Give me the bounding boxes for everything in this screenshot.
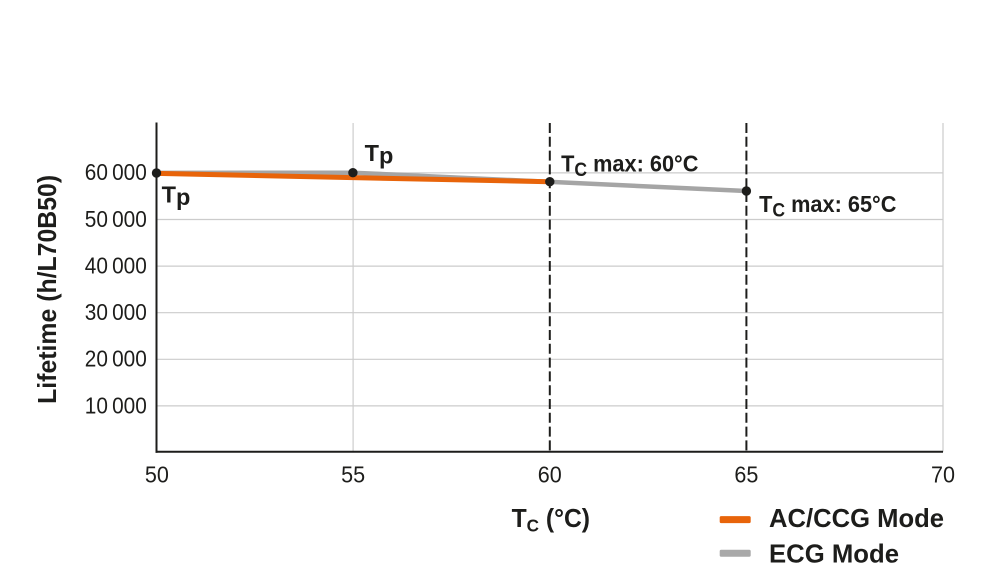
svg-text:TC (°C): TC (°C) [512,505,590,536]
svg-text:TC max: 60°C: TC max: 60°C [561,151,698,180]
svg-text:65: 65 [734,461,758,487]
svg-text:60 000: 60 000 [85,159,147,185]
svg-text:70: 70 [931,461,955,487]
svg-text:TC max: 65°C: TC max: 65°C [759,191,896,220]
svg-text:50 000: 50 000 [85,206,147,232]
svg-text:40 000: 40 000 [85,253,147,279]
svg-text:50: 50 [145,461,169,487]
svg-text:10 000: 10 000 [85,392,147,418]
svg-text:20 000: 20 000 [85,346,147,372]
svg-text:Lifetime (h/L70B50): Lifetime (h/L70B50) [32,175,62,404]
svg-text:AC/CCG Mode: AC/CCG Mode [769,503,944,533]
svg-text:Tp: Tp [365,140,394,169]
svg-text:60: 60 [538,461,562,487]
svg-text:Tp: Tp [162,181,191,210]
svg-text:ECG Mode: ECG Mode [769,539,899,569]
svg-text:30 000: 30 000 [85,299,147,325]
svg-text:55: 55 [341,461,365,487]
